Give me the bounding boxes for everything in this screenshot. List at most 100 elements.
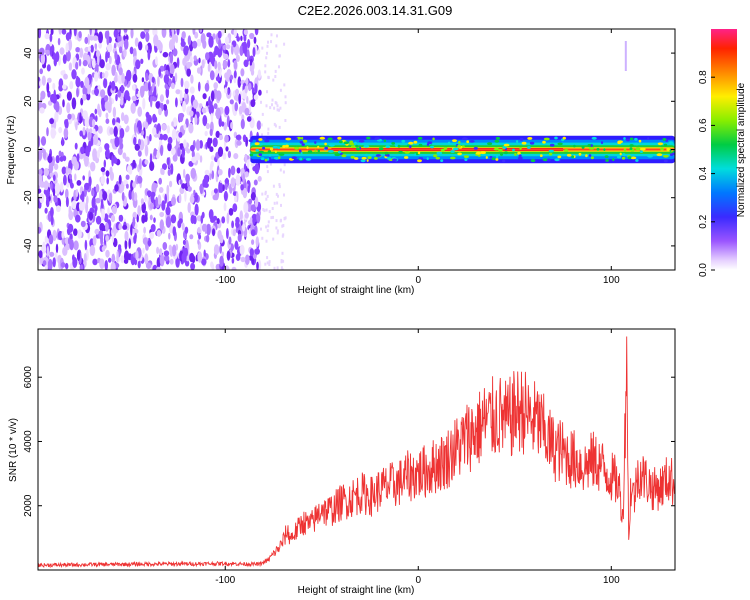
noise-cell	[235, 54, 240, 62]
noise-cell	[41, 243, 47, 254]
noise-cell	[46, 64, 51, 72]
signal-speck	[626, 138, 630, 142]
noise-cell	[144, 214, 148, 223]
noise-cell	[153, 217, 156, 223]
noise-cell	[80, 80, 84, 89]
signal-speck	[334, 153, 341, 157]
noise-cell	[77, 229, 82, 239]
noise-speck	[282, 259, 285, 263]
noise-cell	[217, 61, 221, 71]
noise-speck	[264, 64, 267, 68]
noise-speck	[270, 216, 273, 220]
noise-cell	[94, 43, 98, 50]
snr-y-label: SNR (10 * v/v)	[8, 418, 19, 482]
noise-cell	[138, 41, 143, 51]
noise-cell	[133, 192, 138, 202]
noise-cell	[99, 59, 105, 69]
noise-cell	[50, 181, 53, 190]
noise-speck	[275, 101, 278, 105]
noise-cell	[219, 134, 224, 141]
signal-speck	[404, 156, 409, 159]
noise-speck	[284, 216, 287, 220]
noise-cell	[230, 177, 236, 188]
noise-cell	[51, 94, 58, 104]
spectrogram-y-label: Frequency (Hz)	[6, 116, 17, 185]
signal-speck	[500, 153, 503, 156]
noise-cell	[44, 33, 50, 40]
noise-cell	[194, 192, 198, 202]
noise-cell	[227, 59, 231, 68]
noise-cell	[142, 97, 146, 110]
signal-speck	[647, 137, 650, 141]
signal-speck	[530, 159, 536, 163]
noise-cell	[82, 59, 88, 67]
signal-speck	[314, 149, 317, 153]
noise-cell	[149, 231, 155, 240]
noise-cell	[119, 187, 123, 194]
noise-cell	[186, 148, 191, 154]
noise-cell	[213, 82, 218, 90]
noise-cell	[215, 76, 221, 82]
noise-cell	[234, 240, 239, 250]
noise-cell	[205, 234, 210, 243]
noise-cell	[188, 122, 194, 134]
signal-speck	[277, 146, 281, 150]
noise-cell	[212, 228, 216, 237]
noise-cell	[119, 128, 125, 139]
noise-cell	[198, 57, 201, 64]
noise-cell	[95, 197, 101, 204]
signal-speck	[554, 136, 558, 140]
noise-cell	[100, 89, 106, 99]
noise-cell	[211, 170, 215, 180]
noise-cell	[58, 126, 63, 134]
noise-cell	[70, 182, 74, 189]
signal-speck	[473, 147, 478, 150]
noise-speck	[281, 268, 284, 270]
signal-speck	[366, 136, 371, 140]
signal-speck	[548, 152, 553, 156]
noise-cell	[190, 167, 197, 180]
signal-speck	[408, 141, 414, 145]
noise-cell	[191, 156, 197, 163]
noise-cell	[180, 40, 186, 48]
noise-cell	[50, 29, 54, 35]
noise-cell	[125, 174, 130, 180]
noise-speck	[265, 197, 268, 201]
noise-cell	[222, 59, 228, 69]
noise-cell	[159, 94, 164, 103]
signal-speck	[343, 141, 349, 145]
noise-cell	[92, 235, 97, 246]
noise-cell	[105, 112, 109, 119]
noise-cell	[137, 205, 141, 217]
signal-speck	[464, 158, 468, 162]
noise-cell	[132, 84, 136, 91]
noise-cell	[199, 29, 203, 33]
noise-cell	[190, 262, 196, 270]
signal-speck	[440, 159, 444, 163]
noise-speck	[276, 266, 279, 270]
noise-cell	[253, 179, 258, 186]
signal-speck	[502, 146, 507, 149]
noise-speck	[270, 40, 272, 44]
noise-cell	[111, 64, 116, 77]
noise-cell	[227, 150, 231, 159]
signal-speck	[339, 140, 343, 144]
signal-speck	[573, 144, 576, 148]
noise-cell	[38, 29, 42, 39]
noise-cell	[257, 69, 262, 79]
signal-speck	[452, 147, 459, 151]
noise-cell	[221, 216, 226, 224]
noise-speck	[272, 78, 275, 82]
signal-speck	[557, 142, 563, 146]
noise-cell	[237, 76, 242, 88]
signal-speck	[469, 140, 475, 143]
signal-speck	[324, 146, 329, 150]
noise-cell	[43, 180, 49, 191]
signal-speck	[299, 140, 304, 144]
noise-cell	[202, 93, 207, 100]
noise-speck	[260, 123, 263, 127]
noise-cell	[179, 89, 183, 102]
signal-speck	[255, 139, 260, 143]
noise-cell	[98, 42, 102, 49]
noise-cell	[183, 46, 189, 56]
